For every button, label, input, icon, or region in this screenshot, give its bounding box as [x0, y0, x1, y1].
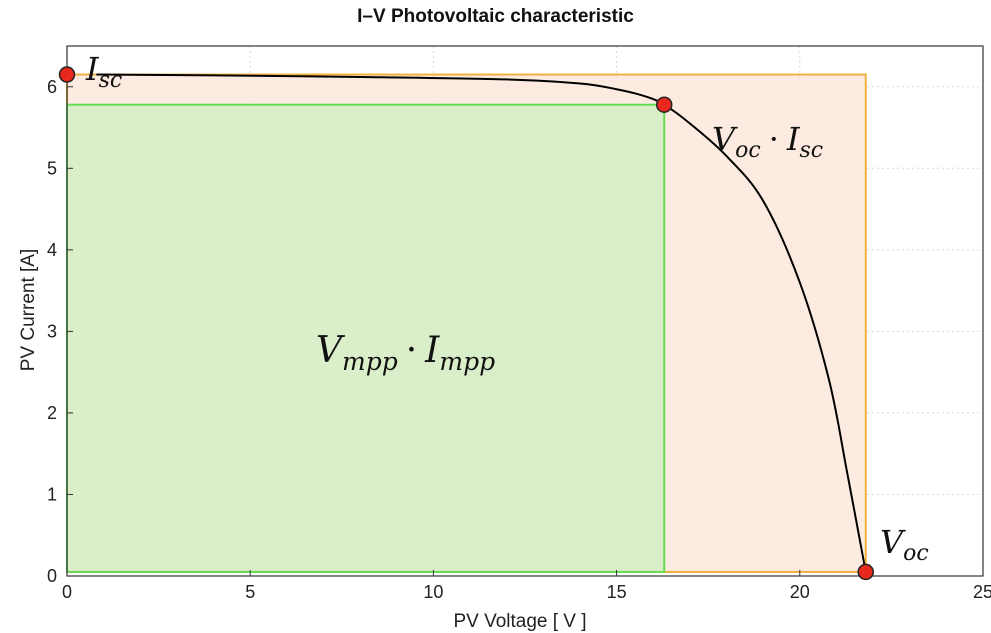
- voc-label-base: V: [880, 523, 906, 561]
- x-axis-title: PV Voltage [ V ]: [453, 611, 586, 632]
- vmpp-impp-region: [66, 103, 666, 573]
- y-axis-title: PV Current [A]: [18, 249, 39, 372]
- isc-marker: [58, 66, 76, 83]
- x-tick-label: 0: [62, 582, 72, 602]
- vmpp-impp-dot: ·: [406, 330, 417, 371]
- x-tick-label: 15: [607, 582, 627, 602]
- vmpp-impp-b-sub: mpp: [439, 347, 495, 376]
- isc-label-sub: sc: [99, 68, 123, 93]
- chart-title: I–V Photovoltaic characteristic: [357, 6, 634, 27]
- y-tick-label: 4: [47, 240, 57, 260]
- x-tick-label: 25: [973, 582, 991, 602]
- plot-border: [66, 45, 984, 577]
- voc-isc-a-sub: oc: [735, 138, 761, 163]
- vmpp-impp-a: V: [316, 330, 346, 371]
- y-tick-label: 0: [47, 566, 57, 586]
- vmpp-impp-b: I: [424, 330, 440, 371]
- area-regions: [66, 73, 867, 573]
- marker-layer: [58, 66, 875, 581]
- voc-marker: [857, 563, 875, 581]
- y-tick-label: 1: [47, 484, 57, 504]
- voc-isc-label: Voc · Isc: [712, 120, 823, 163]
- x-tick-label: 10: [423, 582, 443, 602]
- voc-label-sub: oc: [903, 541, 929, 566]
- y-tick-label: 5: [47, 158, 57, 178]
- tick-labels: 0 5 10 15 20 25 0 1 2 3 4 5 6: [47, 77, 991, 602]
- y-tick-label: 3: [47, 321, 57, 341]
- voc-isc-dot: ·: [769, 120, 779, 158]
- voc-isc-b-sub: sc: [800, 138, 824, 163]
- y-tick-label: 6: [47, 77, 57, 97]
- vmpp-impp-label: Vmpp · Impp: [316, 330, 495, 376]
- x-tick-label: 20: [790, 582, 810, 602]
- isc-label: Isc: [85, 50, 122, 93]
- mpp-marker: [655, 96, 673, 113]
- voc-isc-b: I: [786, 120, 801, 158]
- plot-frame: [66, 45, 984, 577]
- isc-label-base: I: [85, 50, 100, 88]
- voc-label: Voc: [880, 523, 929, 566]
- vmpp-impp-a-sub: mpp: [342, 347, 398, 376]
- y-tick-label: 2: [47, 403, 57, 423]
- x-tick-label: 5: [245, 582, 255, 602]
- voc-isc-a: V: [712, 120, 738, 158]
